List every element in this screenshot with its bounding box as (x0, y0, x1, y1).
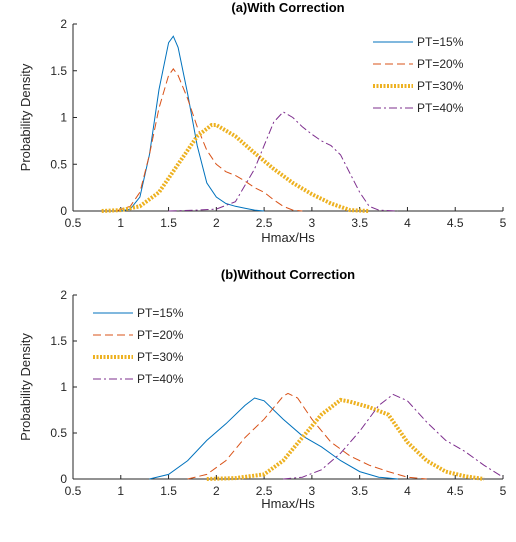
x-tick-label: 4.5 (447, 216, 464, 230)
x-tick-label: 3.5 (351, 484, 368, 498)
chart-title: (b)Without Correction (221, 267, 355, 282)
x-axis-label: Hmax/Hs (261, 496, 315, 511)
legend-label: PT=15% (417, 35, 464, 49)
y-tick-label: 0 (60, 472, 67, 486)
x-tick-label: 0.5 (65, 216, 82, 230)
x-tick-label: 4.5 (447, 484, 464, 498)
x-tick-label: 3 (309, 216, 316, 230)
line-series (187, 392, 427, 480)
x-tick-label: 1.5 (160, 216, 177, 230)
line-series (101, 123, 370, 213)
y-tick-label: 2 (60, 288, 67, 302)
line-series (115, 68, 303, 212)
y-tick-label: 0.5 (50, 426, 67, 440)
y-tick-label: 2 (60, 17, 67, 31)
x-tick-label: 2 (213, 216, 220, 230)
legend-label: PT=20% (137, 328, 184, 342)
x-tick-label: 1 (117, 216, 124, 230)
legend-label: PT=30% (137, 350, 184, 364)
x-tick-label: 2 (213, 484, 220, 498)
x-tick-label: 1.5 (160, 484, 177, 498)
x-tick-label: 5 (500, 484, 507, 498)
y-tick-label: 1.5 (50, 334, 67, 348)
x-tick-label: 4 (404, 216, 411, 230)
line-series (120, 35, 265, 212)
y-tick-label: 0 (60, 204, 67, 218)
chart-title: (a)With Correction (231, 0, 344, 15)
x-tick-label: 2.5 (256, 484, 273, 498)
legend-label: PT=40% (137, 372, 184, 386)
x-tick-label: 4 (404, 484, 411, 498)
x-tick-label: 3.5 (351, 216, 368, 230)
x-axis-label: Hmax/Hs (261, 230, 315, 245)
legend-label: PT=30% (417, 79, 464, 93)
x-tick-label: 3 (309, 484, 316, 498)
legend-label: PT=15% (137, 306, 184, 320)
x-tick-label: 0.5 (65, 484, 82, 498)
legend-label: PT=20% (417, 57, 464, 71)
x-tick-label: 5 (500, 216, 507, 230)
line-series (149, 397, 398, 480)
x-tick-label: 2.5 (256, 216, 273, 230)
x-tick-label: 1 (117, 484, 124, 498)
line-series (206, 397, 485, 481)
legend-label: PT=40% (417, 101, 464, 115)
y-tick-label: 1 (60, 380, 67, 394)
y-axis-label: Probability Density (18, 333, 33, 441)
y-tick-label: 1.5 (50, 64, 67, 78)
y-axis-label: Probability Density (18, 63, 33, 171)
y-tick-label: 0.5 (50, 157, 67, 171)
line-series (283, 393, 504, 480)
y-tick-label: 1 (60, 111, 67, 125)
line-series (168, 111, 398, 212)
